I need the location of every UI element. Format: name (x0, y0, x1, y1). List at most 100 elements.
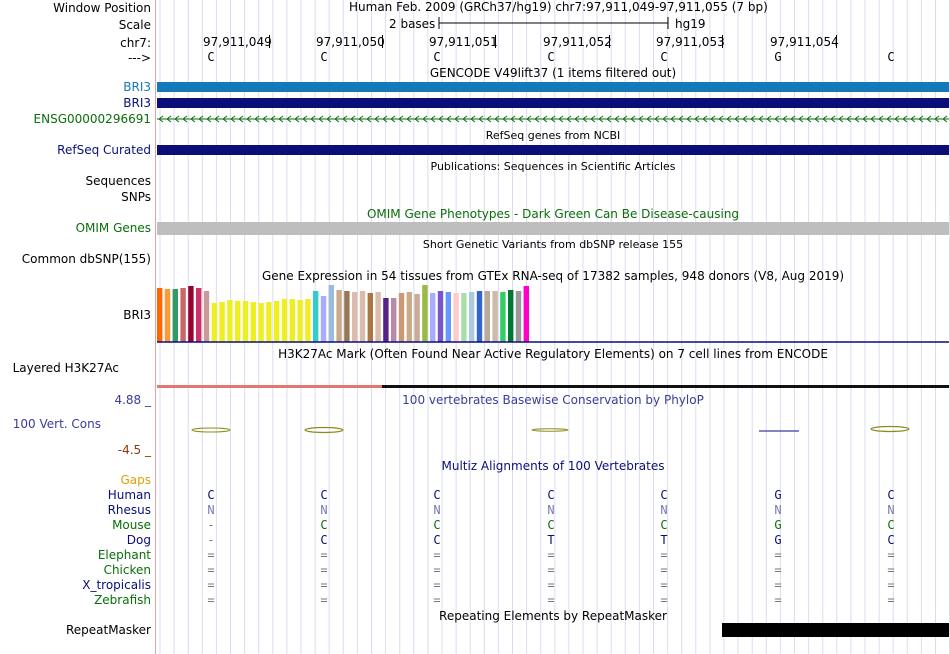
reference-base: C (660, 50, 668, 64)
species-label[interactable]: Zebrafish (94, 593, 151, 607)
gtex-tissue-bar[interactable] (492, 291, 498, 342)
gtex-tissue-bar[interactable] (274, 301, 280, 342)
gtex-tissue-bar[interactable] (328, 285, 334, 342)
alignment-base: = (887, 563, 895, 577)
alignment-base: = (547, 593, 555, 607)
cons-wiggle[interactable] (157, 422, 949, 438)
gtex-tissue-bar[interactable] (289, 299, 295, 342)
alignment-base: = (207, 578, 215, 592)
gtex-tissue-bar[interactable] (305, 299, 311, 342)
gtex-tissue-bar[interactable] (172, 289, 178, 342)
gtex-tissue-bar[interactable] (242, 301, 249, 342)
gtex-tissue-bar[interactable] (188, 286, 194, 342)
gtex-tissue-bar[interactable] (313, 291, 319, 342)
species-label[interactable]: Mouse (112, 518, 151, 532)
gtex-tissue-bar[interactable] (500, 292, 506, 342)
repeat-element[interactable] (722, 623, 949, 637)
gtex-tissue-bar[interactable] (235, 301, 241, 342)
alignment-base: = (774, 593, 782, 607)
gtex-label[interactable]: BRI3 (123, 308, 151, 322)
gtex-tissue-bar[interactable] (344, 291, 350, 342)
species-label[interactable]: X_tropicalis (82, 578, 151, 592)
gtex-tissue-bar[interactable] (359, 291, 366, 342)
gtex-tissue-bar[interactable] (515, 291, 522, 342)
cons-label[interactable]: 100 Vert. Cons (12, 417, 101, 431)
species-label[interactable]: Dog (126, 533, 151, 547)
gtex-tissue-bar[interactable] (281, 299, 288, 342)
sequences-label[interactable]: Sequences (85, 174, 151, 188)
gtex-tissue-bar[interactable] (336, 290, 342, 342)
gtex-tissue-bar[interactable] (391, 298, 397, 342)
species-label[interactable]: Rhesus (107, 503, 151, 517)
alignment-base: T (547, 533, 555, 547)
dbsnp-label[interactable]: Common dbSNP(155) (21, 252, 151, 266)
gencode-bri3-feature-1[interactable] (157, 82, 949, 92)
gtex-tissue-bar[interactable] (523, 286, 529, 342)
alignment-base: G (774, 518, 782, 532)
gtex-tissue-bar[interactable] (266, 302, 272, 342)
gtex-tissue-bar[interactable] (320, 296, 327, 342)
h3k27ac-label[interactable]: Layered H3K27Ac (12, 361, 119, 375)
alignment-base: C (887, 488, 895, 502)
gtex-tissue-bar[interactable] (453, 293, 459, 342)
gtex-tissue-bar[interactable] (508, 290, 514, 342)
species-label[interactable]: Chicken (103, 563, 151, 577)
refseq-feature[interactable] (157, 145, 949, 155)
ruler-tick (836, 35, 837, 48)
gencode-row-label-1[interactable]: BRI3 (123, 80, 151, 94)
gtex-tissue-bar[interactable] (406, 292, 412, 342)
alignment-base: = (660, 578, 668, 592)
strand-label: ---> (127, 51, 151, 65)
repeatmasker-label[interactable]: RepeatMasker (65, 623, 151, 637)
omim-feature[interactable] (157, 222, 949, 235)
gtex-tissue-bar[interactable] (297, 300, 303, 342)
gtex-tissue-bar[interactable] (211, 303, 217, 342)
gtex-expression-chart[interactable] (157, 284, 949, 344)
snps-label[interactable]: SNPs (121, 190, 151, 204)
alignment-base: T (660, 533, 668, 547)
ruler-tick (269, 35, 270, 48)
gtex-tissue-bar[interactable] (476, 291, 483, 342)
gencode-row-label-2[interactable]: BRI3 (123, 96, 151, 110)
gencode-row-label-3[interactable]: ENSG00000296691 (33, 112, 151, 126)
gtex-tissue-bar[interactable] (157, 288, 163, 342)
gtex-tissue-bar[interactable] (437, 291, 444, 342)
gtex-tissue-bar[interactable] (196, 288, 202, 342)
gtex-tissue-bar[interactable] (180, 288, 186, 342)
species-label[interactable]: Human (107, 488, 151, 502)
species-label[interactable]: Elephant (97, 548, 151, 562)
alignment-base: N (320, 503, 328, 517)
gencode-bri3-feature-2[interactable] (157, 98, 949, 108)
reference-base: C (887, 50, 895, 64)
alignment-base: - (207, 518, 215, 532)
gtex-tissue-bar[interactable] (422, 285, 428, 342)
alignment-base: N (660, 503, 668, 517)
gtex-tissue-bar[interactable] (469, 292, 475, 342)
track-label-column: Window Position Scale chr7: ---> BRI3 BR… (0, 0, 156, 654)
gtex-tissue-bar[interactable] (250, 302, 256, 342)
gtex-tissue-bar[interactable] (430, 293, 436, 342)
gtex-tissue-bar[interactable] (352, 292, 358, 342)
gtex-tissue-bar[interactable] (461, 293, 467, 342)
gtex-tissue-bar[interactable] (445, 292, 451, 342)
species-label[interactable]: Gaps (120, 473, 151, 487)
scale-bar (438, 17, 669, 29)
refseq-label[interactable]: RefSeq Curated (57, 143, 151, 157)
scale-assembly: hg19 (675, 17, 706, 31)
gtex-tissue-bar[interactable] (383, 298, 389, 342)
gtex-tissue-bar[interactable] (219, 302, 225, 342)
gtex-tissue-bar[interactable] (258, 303, 264, 342)
gtex-tissue-bar[interactable] (367, 293, 373, 342)
ensg-feature[interactable] (157, 113, 949, 125)
gtex-tissue-bar[interactable] (414, 294, 420, 342)
omim-label[interactable]: OMIM Genes (75, 221, 151, 235)
gtex-tissue-bar[interactable] (164, 289, 171, 342)
h3k27ac-signal-baseline[interactable] (157, 385, 949, 388)
scale-value: 2 bases (389, 17, 436, 31)
gtex-tissue-bar[interactable] (203, 291, 210, 342)
gtex-tissue-bar[interactable] (484, 291, 490, 342)
h3k27ac-signal-red[interactable] (157, 385, 382, 388)
gtex-tissue-bar[interactable] (375, 292, 381, 342)
gtex-tissue-bar[interactable] (227, 300, 233, 342)
gtex-tissue-bar[interactable] (398, 293, 405, 342)
